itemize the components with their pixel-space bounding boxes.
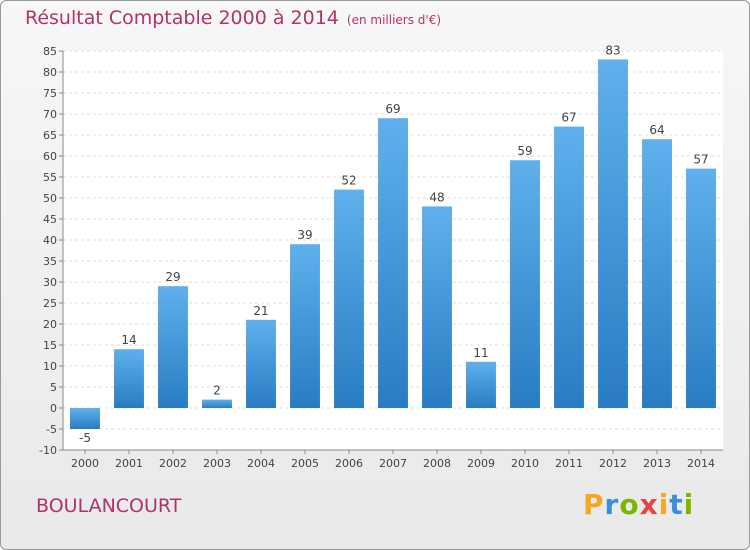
- bar-value-label: 59: [517, 144, 532, 158]
- y-tick-label: 60: [43, 150, 57, 163]
- bar-2002: [158, 286, 188, 408]
- bar-value-label: -5: [79, 431, 91, 445]
- logo-letter: i: [683, 488, 695, 521]
- y-tick-label: 40: [43, 234, 57, 247]
- y-tick-label: 25: [43, 297, 57, 310]
- axis-layer: -10 -5 0 5 10 15 20 25 30 35 40 45 50 55 60 65 70 75 80 85 2…: [39, 45, 723, 470]
- logo-letter: x: [639, 488, 659, 521]
- x-tick-label: 2010: [511, 457, 539, 470]
- chart-title: Résultat Comptable 2000 à 2014 (en millie…: [25, 7, 441, 29]
- logo-letter: t: [669, 488, 684, 521]
- y-tick-label: 10: [43, 360, 57, 373]
- y-tick-label: -10: [39, 444, 57, 457]
- x-tick-label: 2012: [599, 457, 627, 470]
- bar-value-label: 69: [385, 102, 400, 116]
- y-tick-label: 65: [43, 129, 57, 142]
- y-tick-label: 50: [43, 192, 57, 205]
- bar-value-label: 21: [253, 304, 268, 318]
- logo-letter: o: [619, 488, 640, 521]
- bar-2001: [114, 349, 144, 408]
- bar-value-label: 2: [213, 384, 221, 398]
- x-tick-label: 2011: [555, 457, 583, 470]
- bar-value-label: 29: [165, 270, 180, 284]
- bar-2003: [202, 399, 232, 408]
- proxiti-logo: Proxiti: [583, 488, 694, 521]
- y-tick-label: 85: [43, 45, 57, 58]
- logo-letter: r: [604, 488, 620, 521]
- bar-2012: [598, 59, 628, 409]
- bar-value-label: 48: [429, 190, 444, 204]
- y-tick-label: 20: [43, 318, 57, 331]
- chart-title-text: Résultat Comptable 2000 à 2014: [25, 7, 339, 29]
- bar-value-label: 83: [605, 43, 620, 57]
- x-tick-label: 2004: [247, 457, 275, 470]
- x-tick-label: 2007: [379, 457, 407, 470]
- x-tick-label: 2003: [203, 457, 231, 470]
- x-tick-label: 2014: [687, 457, 715, 470]
- y-tick-label: -5: [46, 423, 57, 436]
- bar-2008: [422, 206, 452, 408]
- bar-value-label: 57: [693, 153, 708, 167]
- x-tick-label: 2006: [335, 457, 363, 470]
- bar-value-label: 11: [473, 346, 488, 360]
- bar-2006: [334, 189, 364, 408]
- y-tick-label: 80: [43, 66, 57, 79]
- x-tick-label: 2008: [423, 457, 451, 470]
- bar-2011: [554, 126, 584, 408]
- bar-2005: [290, 244, 320, 408]
- bar-value-label: 14: [121, 333, 136, 347]
- x-tick-label: 2002: [159, 457, 187, 470]
- y-tick-label: 5: [50, 381, 57, 394]
- x-tick-label: 2000: [71, 457, 99, 470]
- bar-value-label: 52: [341, 174, 356, 188]
- x-tick-label: 2009: [467, 457, 495, 470]
- chart-subtitle: (en milliers d'€): [346, 13, 442, 27]
- bars-layer: -5 14 29 2 21 39 52 69 48 11 59 67 83 64 57: [70, 43, 716, 445]
- y-tick-label: 35: [43, 255, 57, 268]
- bar-2007: [378, 118, 408, 408]
- bar-2010: [510, 160, 540, 408]
- y-tick-label: 45: [43, 213, 57, 226]
- bar-value-label: 39: [297, 228, 312, 242]
- bar-2009: [466, 361, 496, 408]
- location-label: BOULANCOURT: [36, 495, 182, 517]
- bar-2014: [686, 168, 716, 408]
- y-tick-label: 30: [43, 276, 57, 289]
- bar-value-label: 67: [561, 111, 576, 125]
- y-tick-label: 55: [43, 171, 57, 184]
- y-tick-label: 70: [43, 108, 57, 121]
- bar-2000: [70, 408, 100, 429]
- x-tick-label: 2001: [115, 457, 143, 470]
- bar-value-label: 64: [649, 123, 664, 137]
- x-tick-label: 2005: [291, 457, 319, 470]
- bar-2004: [246, 319, 276, 408]
- x-tick-label: 2013: [643, 457, 671, 470]
- logo-letter: P: [583, 488, 605, 521]
- logo-letter: i: [658, 488, 670, 521]
- bar-2013: [642, 139, 672, 408]
- y-tick-label: 0: [50, 402, 57, 415]
- y-tick-label: 75: [43, 87, 57, 100]
- y-tick-label: 15: [43, 339, 57, 352]
